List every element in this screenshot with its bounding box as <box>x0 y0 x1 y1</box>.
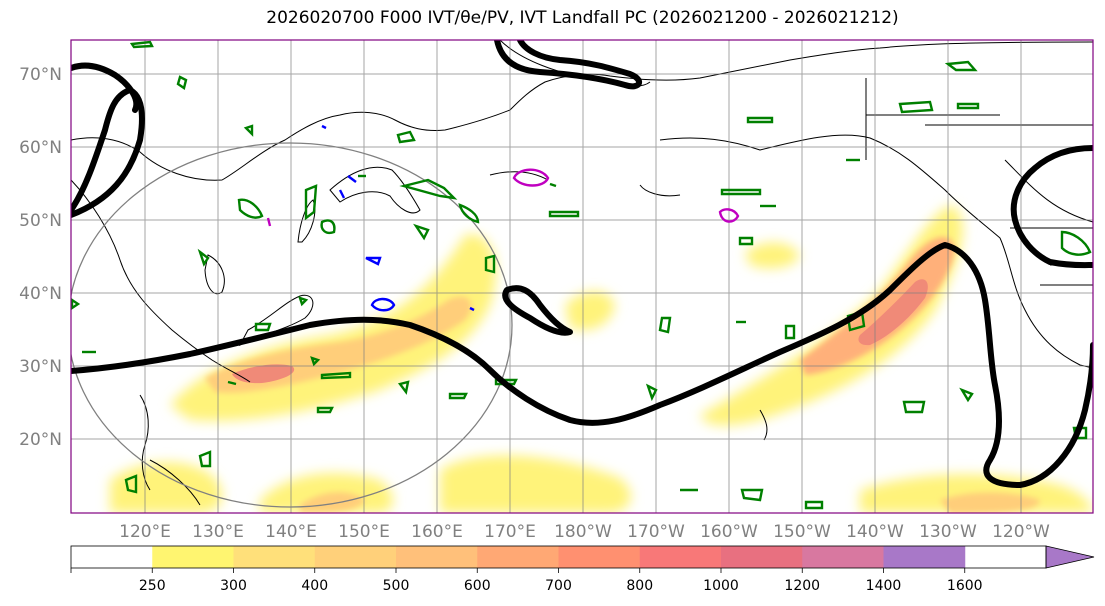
colorbar-segment <box>477 546 559 568</box>
ivt-core-south <box>300 492 365 513</box>
colorbar-tick-label: 1000 <box>703 578 739 594</box>
pv-contours-green <box>71 40 1092 510</box>
colorbar-tick-label: 400 <box>301 578 328 594</box>
lat-label: 40°N <box>19 284 62 304</box>
colorbar: 250 300 400 500 600 700 800 1000 1200 1400 1600 <box>70 545 1095 594</box>
colorbar-segment <box>721 546 803 568</box>
lat-label: 30°N <box>19 357 62 377</box>
colorbar-segment <box>71 546 153 568</box>
colorbar-tick-label: 800 <box>626 578 653 594</box>
lon-label: 170°E <box>484 522 536 542</box>
colorbar-segment <box>883 546 966 568</box>
lon-label: 120°E <box>119 522 171 542</box>
lat-label: 50°N <box>19 211 62 231</box>
lat-label: 70°N <box>19 65 62 85</box>
lat-label: 60°N <box>19 138 62 158</box>
colorbar-segment <box>558 546 641 568</box>
lat-label: 20°N <box>19 430 62 450</box>
lon-label: 170°W <box>627 522 685 542</box>
ivt-core-se <box>940 492 1040 513</box>
colorbar-tick-label: 1400 <box>866 578 902 594</box>
colorbar-tick-label: 250 <box>139 578 166 594</box>
colorbar-segment <box>639 546 722 568</box>
colorbar-segment <box>152 546 234 568</box>
pv-contours-blue <box>321 124 475 312</box>
colorbar-segment <box>233 546 316 568</box>
colorbar-extend-arrow <box>1045 545 1095 569</box>
lat-labels: 70°N 60°N 50°N 40°N 30°N 20°N <box>19 65 62 450</box>
theta-e-contours <box>71 40 1093 488</box>
lon-label: 120°W <box>992 522 1050 542</box>
lon-label: 130°E <box>192 522 244 542</box>
lon-label: 160°W <box>700 522 758 542</box>
pv-contours-magenta <box>266 168 740 227</box>
colorbar-tick-label: 600 <box>464 578 491 594</box>
ivt-core-east-outer <box>800 237 955 375</box>
ivt-patch-north <box>745 242 800 269</box>
landfall-circle <box>71 142 513 508</box>
colorbar-segment <box>314 546 397 568</box>
ivt-patch-central <box>565 291 615 331</box>
lon-label: 150°W <box>773 522 831 542</box>
colorbar-segment <box>802 546 884 568</box>
ivt-max-west <box>232 364 295 384</box>
chart-title: 2026020700 F000 IVT/θe/PV, IVT Landfall … <box>266 8 899 28</box>
lon-label: 160°E <box>411 522 463 542</box>
lon-label: 140°W <box>846 522 904 542</box>
lon-labels: 120°E 130°E 140°E 150°E 160°E 170°E 180°… <box>119 522 1050 542</box>
lon-label: 150°E <box>338 522 390 542</box>
ivt-max-east <box>858 279 928 346</box>
colorbar-tick-label: 300 <box>220 578 247 594</box>
colorbar-segment <box>396 546 478 568</box>
ivt-patch-south-1 <box>110 462 223 513</box>
colorbar-tick-label: 500 <box>383 578 410 594</box>
colorbar-tick-label: 1600 <box>947 578 983 594</box>
map-frame <box>70 39 1094 514</box>
lon-label: 180°W <box>554 522 612 542</box>
lon-label: 140°E <box>265 522 317 542</box>
colorbar-tick-label: 700 <box>545 578 572 594</box>
colorbar-tick-label: 1200 <box>784 578 820 594</box>
lon-label: 130°W <box>919 522 977 542</box>
